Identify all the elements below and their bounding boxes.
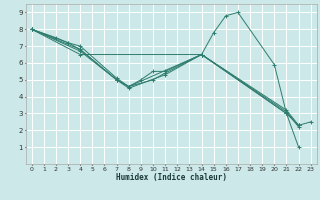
X-axis label: Humidex (Indice chaleur): Humidex (Indice chaleur)	[116, 173, 227, 182]
